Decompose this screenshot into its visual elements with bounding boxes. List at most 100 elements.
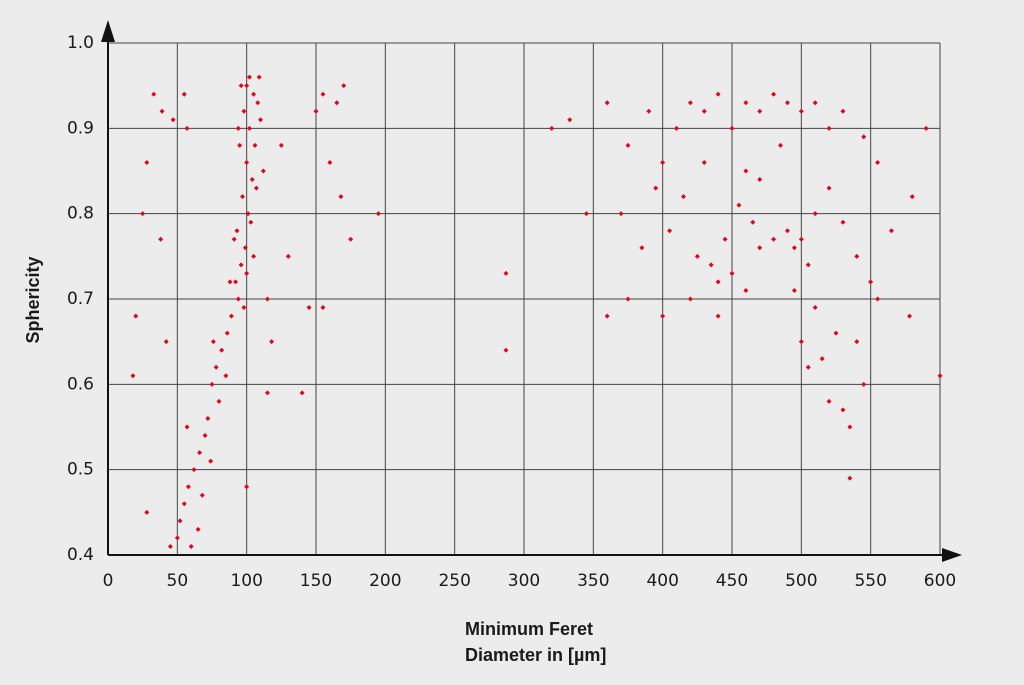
point	[144, 509, 150, 515]
point	[875, 296, 881, 302]
point	[715, 313, 721, 319]
point	[854, 339, 860, 345]
point	[840, 219, 846, 225]
x-tick-label: 550	[854, 571, 886, 591]
point	[708, 262, 714, 268]
point	[812, 211, 818, 217]
point	[208, 458, 214, 464]
point	[252, 142, 258, 148]
point	[244, 484, 250, 490]
point	[625, 296, 631, 302]
point	[604, 100, 610, 106]
point	[736, 202, 742, 208]
point	[299, 390, 305, 396]
point	[348, 236, 354, 242]
point	[242, 245, 248, 251]
point	[234, 228, 240, 234]
x-tick-label: 400	[646, 571, 678, 591]
point	[255, 100, 261, 106]
point	[237, 142, 243, 148]
y-tick-label: 0.9	[67, 118, 94, 138]
point	[264, 390, 270, 396]
x-tick-label: 450	[716, 571, 748, 591]
point	[503, 270, 509, 276]
point	[244, 159, 250, 165]
point	[167, 543, 173, 549]
point	[184, 424, 190, 430]
point	[791, 287, 797, 293]
point	[625, 142, 631, 148]
point	[653, 185, 659, 191]
point	[205, 415, 211, 421]
point	[618, 211, 624, 217]
point	[188, 543, 194, 549]
point	[701, 108, 707, 114]
point	[241, 108, 247, 114]
point	[227, 279, 233, 285]
point	[812, 100, 818, 106]
point	[646, 108, 652, 114]
point	[256, 74, 262, 80]
point	[805, 364, 811, 370]
point	[583, 211, 589, 217]
point	[847, 424, 853, 430]
point	[798, 108, 804, 114]
point	[729, 125, 735, 131]
point	[715, 279, 721, 285]
point	[191, 467, 197, 473]
point	[667, 228, 673, 234]
point	[245, 211, 251, 217]
point	[238, 83, 244, 89]
point	[868, 279, 874, 285]
point	[826, 398, 832, 404]
y-tick-label: 0.7	[67, 289, 94, 309]
point	[238, 262, 244, 268]
point	[757, 177, 763, 183]
point	[133, 313, 139, 319]
point	[701, 159, 707, 165]
point	[660, 313, 666, 319]
point	[778, 142, 784, 148]
point	[320, 305, 326, 311]
point	[875, 159, 881, 165]
point	[151, 91, 157, 97]
point	[750, 219, 756, 225]
point	[826, 125, 832, 131]
point	[798, 339, 804, 345]
point	[338, 194, 344, 200]
point	[798, 236, 804, 242]
point	[639, 245, 645, 251]
x-axis-arrow	[942, 548, 962, 562]
point	[784, 228, 790, 234]
point	[888, 228, 894, 234]
point	[251, 253, 257, 259]
point	[216, 398, 222, 404]
x-tick-label: 600	[924, 571, 956, 591]
point	[269, 339, 275, 345]
x-tick-label: 150	[300, 571, 332, 591]
x-tick-label: 100	[230, 571, 262, 591]
point	[209, 381, 215, 387]
point	[715, 91, 721, 97]
point	[158, 236, 164, 242]
point	[840, 407, 846, 413]
point	[251, 91, 257, 97]
point	[729, 270, 735, 276]
point	[375, 211, 381, 217]
point	[228, 313, 234, 319]
x-tick-label: 250	[438, 571, 470, 591]
point	[805, 262, 811, 268]
point	[235, 125, 241, 131]
point	[159, 108, 165, 114]
point	[233, 279, 239, 285]
point	[840, 108, 846, 114]
point	[181, 91, 187, 97]
point	[223, 373, 229, 379]
point	[847, 475, 853, 481]
point	[244, 83, 250, 89]
x-tick-label: 300	[508, 571, 540, 591]
point	[174, 535, 180, 541]
point	[771, 236, 777, 242]
point	[170, 117, 176, 123]
